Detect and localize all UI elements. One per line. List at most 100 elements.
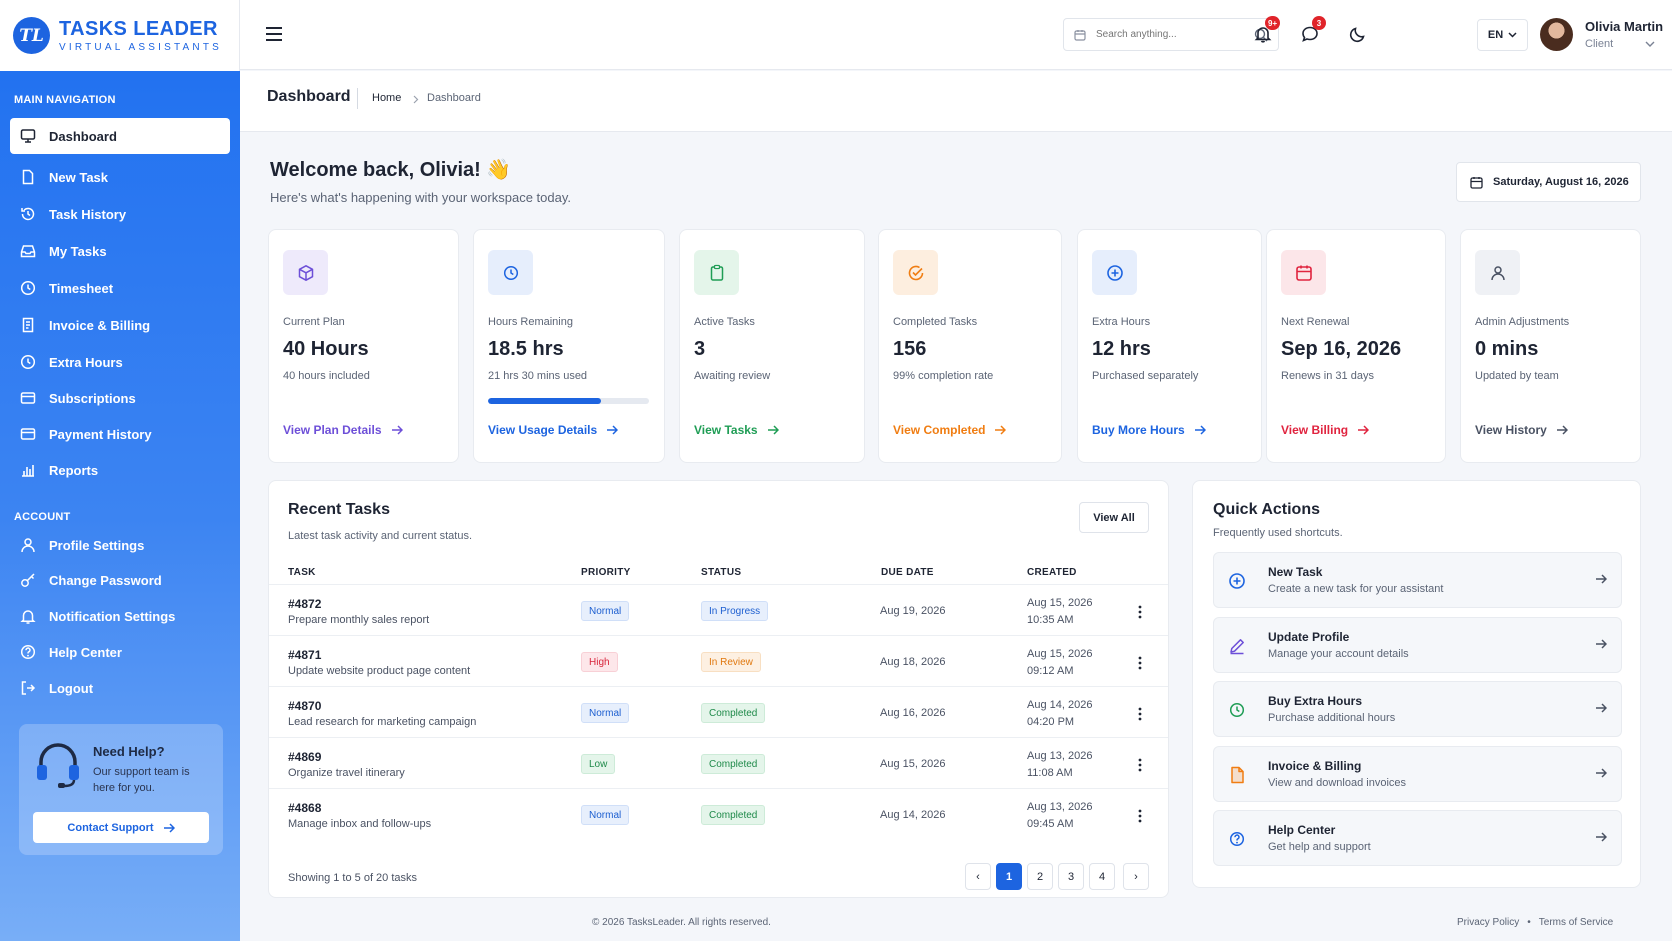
privacy-policy-link[interactable]: Privacy Policy xyxy=(1457,917,1520,928)
pagination-page-2[interactable]: 2 xyxy=(1027,863,1053,890)
stat-link[interactable]: View Plan Details xyxy=(283,423,403,437)
table-row[interactable]: #4870 Lead research for marketing campai… xyxy=(269,686,1168,737)
stat-link[interactable]: View Billing xyxy=(1281,423,1370,437)
stat-link-label: View Billing xyxy=(1281,423,1349,437)
quick-action-buy-extra-hours[interactable]: Buy Extra Hours Purchase additional hour… xyxy=(1213,681,1622,737)
welcome-title: Welcome back, Olivia! 👋 xyxy=(270,159,512,181)
user-name[interactable]: Olivia Martin xyxy=(1585,19,1664,34)
priority-badge: Normal xyxy=(581,703,630,723)
task-id[interactable]: #4869 xyxy=(288,750,322,764)
quick-action-subtitle: View and download invoices xyxy=(1268,776,1406,789)
quick-action-invoice-billing[interactable]: Invoice & Billing View and download invo… xyxy=(1213,745,1622,802)
stat-link[interactable]: View Tasks xyxy=(694,423,779,437)
date-display[interactable]: Saturday, August 16, 2026 xyxy=(1456,162,1641,202)
arrow-right-icon xyxy=(767,424,779,436)
headset-icon xyxy=(31,738,85,792)
stat-link-label: View Plan Details xyxy=(283,423,382,437)
table-row[interactable]: #4869 Organize travel itinerary Low Comp… xyxy=(269,737,1168,788)
sidebar-item-extra-hours[interactable]: Extra Hours xyxy=(10,344,230,380)
table-row[interactable]: #4871 Update website product page conten… xyxy=(269,635,1168,686)
column-task: TASK xyxy=(288,567,316,578)
stat-value: 3 xyxy=(694,338,706,360)
pagination-page-3[interactable]: 3 xyxy=(1058,863,1084,890)
sidebar-item-payment-history[interactable]: Payment History xyxy=(10,416,230,452)
stat-card-extra-hours: Extra Hours 12 hrs Purchased separately … xyxy=(1077,229,1262,463)
recent-tasks-subtitle: Latest task activity and current status. xyxy=(288,530,473,542)
main-navigation-heading: MAIN NAVIGATION xyxy=(14,94,116,106)
messages-button[interactable]: 3 xyxy=(1298,16,1326,46)
stat-label: Admin Adjustments xyxy=(1475,316,1570,328)
stat-link[interactable]: View History xyxy=(1475,423,1568,437)
contact-support-button[interactable]: Contact Support xyxy=(33,812,209,843)
sidebar-item-notification-settings[interactable]: Notification Settings xyxy=(10,598,230,634)
recent-tasks-panel: Recent Tasks Latest task activity and cu… xyxy=(268,480,1169,898)
user-menu-chevron-icon[interactable] xyxy=(1645,41,1655,47)
breadcrumb-chevron-icon xyxy=(413,95,419,104)
sidebar-item-logout[interactable]: Logout xyxy=(10,670,230,706)
language-select[interactable]: EN xyxy=(1477,19,1528,51)
sidebar-item-task-history[interactable]: Task History xyxy=(10,196,230,232)
pagination-page-4[interactable]: 4 xyxy=(1089,863,1115,890)
sidebar-item-my-tasks[interactable]: My Tasks xyxy=(10,233,230,269)
task-id[interactable]: #4870 xyxy=(288,699,322,713)
quick-action-update-profile[interactable]: Update Profile Manage your account detai… xyxy=(1213,616,1622,673)
stat-card-admin-adjustments: Admin Adjustments 0 mins Updated by team… xyxy=(1460,229,1641,463)
search-input[interactable] xyxy=(1096,29,1256,40)
table-row[interactable]: #4872 Prepare monthly sales report Norma… xyxy=(269,584,1168,635)
pagination-page-1[interactable]: 1 xyxy=(996,863,1022,890)
view-all-button[interactable]: View All xyxy=(1079,502,1149,533)
sidebar-item-dashboard[interactable]: Dashboard xyxy=(10,118,230,154)
notifications-badge: 9+ xyxy=(1265,16,1281,30)
sidebar-item-change-password[interactable]: Change Password xyxy=(10,562,230,598)
sidebar-item-profile-settings[interactable]: Profile Settings xyxy=(10,527,230,563)
quick-action-help-center[interactable]: Help Center Get help and support xyxy=(1213,810,1622,866)
recent-tasks-title: Recent Tasks xyxy=(288,501,390,518)
stat-value: 156 xyxy=(893,338,927,360)
brand-logo[interactable]: TL TASKS LEADER VIRTUAL ASSISTANTS xyxy=(0,0,240,71)
dark-mode-toggle[interactable] xyxy=(1346,22,1370,46)
search-box[interactable] xyxy=(1063,18,1279,51)
stat-subtext: 40 hours included xyxy=(283,370,370,382)
row-actions-kebab-icon[interactable] xyxy=(1133,805,1147,827)
terms-of-service-link[interactable]: Terms of Service xyxy=(1538,917,1614,928)
row-actions-kebab-icon[interactable] xyxy=(1133,703,1147,725)
contact-support-label: Contact Support xyxy=(67,821,154,834)
task-name: Update website product page content xyxy=(288,665,471,677)
row-actions-kebab-icon[interactable] xyxy=(1133,652,1147,674)
stat-link-label: View History xyxy=(1475,423,1547,437)
row-actions-kebab-icon[interactable] xyxy=(1133,601,1147,623)
task-id[interactable]: #4871 xyxy=(288,648,322,662)
notifications-button[interactable]: 9+ xyxy=(1251,16,1281,46)
task-id[interactable]: #4868 xyxy=(288,801,322,815)
task-id[interactable]: #4872 xyxy=(288,597,322,611)
sidebar-item-label: Extra Hours xyxy=(49,354,123,370)
pagination-prev-button[interactable]: ‹ xyxy=(965,863,991,890)
sidebar-item-label: Notification Settings xyxy=(49,608,176,624)
row-actions-kebab-icon[interactable] xyxy=(1133,754,1147,776)
stat-label: Next Renewal xyxy=(1281,316,1350,328)
sidebar-item-subscriptions[interactable]: Subscriptions xyxy=(10,380,230,416)
sidebar-item-new-task[interactable]: New Task xyxy=(10,159,230,195)
quick-action-new-task[interactable]: New Task Create a new task for your assi… xyxy=(1213,552,1622,608)
arrow-right-icon xyxy=(1194,424,1206,436)
stat-link[interactable]: View Usage Details xyxy=(488,423,619,437)
stat-link[interactable]: View Completed xyxy=(893,423,1007,437)
avatar[interactable] xyxy=(1540,18,1573,51)
card-icon xyxy=(20,426,36,442)
sidebar-item-invoice-billing[interactable]: Invoice & Billing xyxy=(10,307,230,343)
pagination-next-button[interactable]: › xyxy=(1123,863,1149,890)
menu-toggle-icon[interactable] xyxy=(265,26,283,42)
sidebar-item-label: Payment History xyxy=(49,426,152,442)
table-row[interactable]: #4868 Manage inbox and follow-ups Normal… xyxy=(269,788,1168,839)
breadcrumb-home[interactable]: Home xyxy=(372,92,402,104)
sidebar: TL TASKS LEADER VIRTUAL ASSISTANTS MAIN … xyxy=(0,0,240,941)
clock-icon xyxy=(20,280,36,296)
help-title: Need Help? xyxy=(93,744,165,759)
sidebar-item-help-center[interactable]: Help Center xyxy=(10,634,230,670)
stat-subtext: Renews in 31 days xyxy=(1281,370,1374,382)
sidebar-item-timesheet[interactable]: Timesheet xyxy=(10,270,230,306)
language-label: EN xyxy=(1487,29,1504,41)
stat-link[interactable]: Buy More Hours xyxy=(1092,423,1206,437)
quick-action-subtitle: Purchase additional hours xyxy=(1268,712,1396,724)
sidebar-item-reports[interactable]: Reports xyxy=(10,452,230,488)
